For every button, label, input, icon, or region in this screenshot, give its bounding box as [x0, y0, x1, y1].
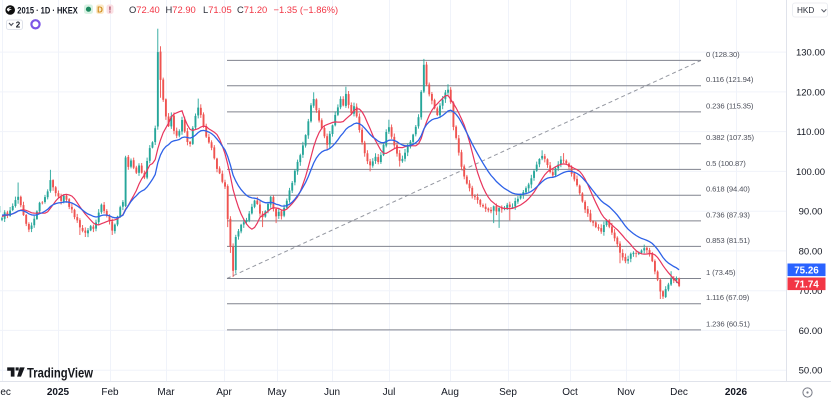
svg-text:2015 · 1D · HKEX: 2015 · 1D · HKEX	[17, 5, 78, 16]
svg-text:Feb: Feb	[101, 387, 119, 398]
svg-text:Aug: Aug	[441, 387, 459, 398]
svg-text:80.00: 80.00	[799, 246, 823, 257]
svg-text:Dec: Dec	[670, 387, 688, 398]
svg-text:Nov: Nov	[617, 387, 635, 398]
svg-text:May: May	[268, 387, 287, 398]
svg-text:Oct: Oct	[562, 387, 578, 398]
svg-text:0.382 (107.35): 0.382 (107.35)	[706, 133, 754, 142]
svg-text:H72.90: H72.90	[166, 4, 196, 15]
svg-text:L71.05: L71.05	[203, 4, 232, 15]
svg-text:60.00: 60.00	[799, 326, 823, 337]
svg-text:2: 2	[16, 20, 21, 29]
svg-text:Jun: Jun	[324, 387, 340, 398]
svg-text:C71.20: C71.20	[237, 4, 267, 15]
svg-text:2025: 2025	[47, 387, 70, 398]
svg-text:1.236 (60.51): 1.236 (60.51)	[706, 319, 750, 328]
svg-text:0.5 (100.87): 0.5 (100.87)	[706, 159, 746, 168]
svg-text:0 (128.30): 0 (128.30)	[706, 50, 740, 59]
svg-text:1 (73.45): 1 (73.45)	[706, 268, 736, 277]
svg-text:0.116 (121.94): 0.116 (121.94)	[706, 75, 754, 84]
svg-text:100.00: 100.00	[796, 167, 825, 178]
svg-text:O72.40: O72.40	[129, 4, 160, 15]
svg-text:Dec: Dec	[0, 387, 11, 398]
svg-text:0.853 (81.51): 0.853 (81.51)	[706, 236, 750, 245]
svg-text:0.736 (87.93): 0.736 (87.93)	[706, 210, 750, 219]
svg-text:120.00: 120.00	[796, 87, 825, 98]
svg-text:130.00: 130.00	[796, 48, 825, 59]
svg-text:0.236 (115.35): 0.236 (115.35)	[706, 101, 754, 110]
svg-text:75.26: 75.26	[794, 265, 819, 276]
svg-text:HKD: HKD	[797, 6, 814, 15]
svg-text:70.00: 70.00	[799, 286, 823, 297]
svg-text:90.00: 90.00	[799, 207, 823, 218]
svg-text:TradingView: TradingView	[27, 365, 93, 380]
svg-text:1.116 (67.09): 1.116 (67.09)	[706, 293, 750, 302]
svg-text:50.00: 50.00	[799, 366, 823, 377]
svg-text:110.00: 110.00	[796, 127, 824, 138]
svg-text:Mar: Mar	[157, 387, 175, 398]
svg-text:Apr: Apr	[216, 387, 232, 398]
svg-text:71.74: 71.74	[794, 279, 819, 290]
svg-text:2026: 2026	[725, 387, 748, 398]
svg-text:D: D	[97, 6, 103, 15]
svg-text:−1.35 (−1.86%): −1.35 (−1.86%)	[274, 4, 339, 15]
svg-text:Sep: Sep	[499, 387, 517, 398]
svg-text:Jul: Jul	[383, 387, 396, 398]
svg-text:0.618 (94.40): 0.618 (94.40)	[706, 185, 750, 194]
svg-text:!: !	[109, 6, 112, 15]
